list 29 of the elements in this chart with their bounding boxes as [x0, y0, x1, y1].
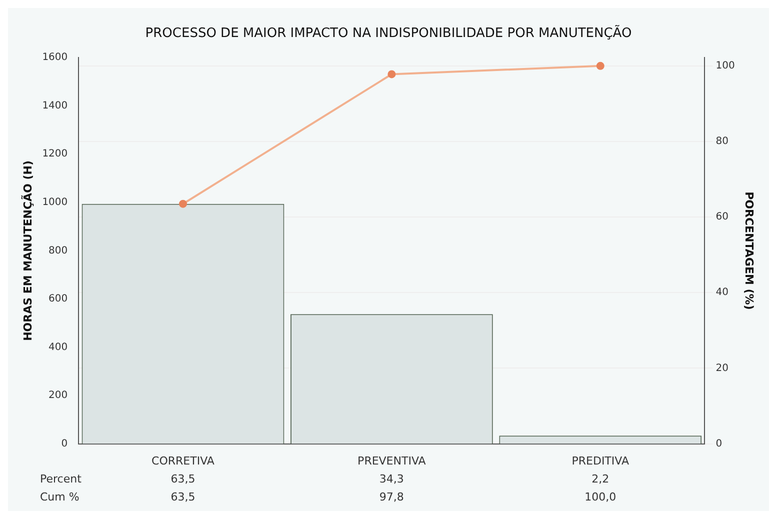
y-tick-label: 200 — [48, 390, 68, 402]
x-tick-label: CORRETIVA — [152, 454, 215, 468]
text: 63,5 — [170, 472, 196, 486]
chart-title: PROCESSO DE MAIOR IMPACTO NA INDISPONIBILIDADE POR MANUTENÇÃO — [145, 25, 632, 42]
x-tick-label: PREVENTIVA — [358, 454, 426, 468]
y2-tick-label: 20 — [716, 362, 728, 374]
data-label: 100,0 — [584, 490, 616, 504]
y-tick-label: 400 — [48, 342, 68, 353]
y2-tick-label: 100 — [716, 60, 735, 72]
y-tick-label: 1400 — [42, 100, 68, 112]
y-axis-title: HORAS EM MANUTENÇÃO (H) — [20, 160, 34, 341]
y-tick-label: 1600 — [42, 52, 68, 64]
y-tick-label: 800 — [48, 245, 68, 256]
y-tick-label: 0 — [61, 438, 68, 450]
y-tick-label: 1000 — [42, 197, 68, 208]
text: 2,2 — [592, 472, 610, 486]
y-tick-label: 600 — [48, 294, 68, 305]
y2-tick-label: 80 — [716, 136, 728, 148]
y-tick-label: 1200 — [42, 148, 68, 160]
text: Percent — [40, 472, 82, 486]
text: 34,3 — [379, 472, 404, 486]
y2-axis-title: PORCENTAGEM (%) — [742, 192, 756, 310]
y2-tick-label: 60 — [716, 212, 728, 223]
data-label: 63,5 — [170, 490, 196, 504]
x-tick-label: PREDITIVA — [572, 454, 630, 468]
y2-tick-label: 0 — [716, 438, 722, 450]
data-label: 97,8 — [379, 490, 404, 504]
y2-tick-label: 40 — [716, 287, 728, 298]
text: Cum % — [40, 490, 80, 504]
